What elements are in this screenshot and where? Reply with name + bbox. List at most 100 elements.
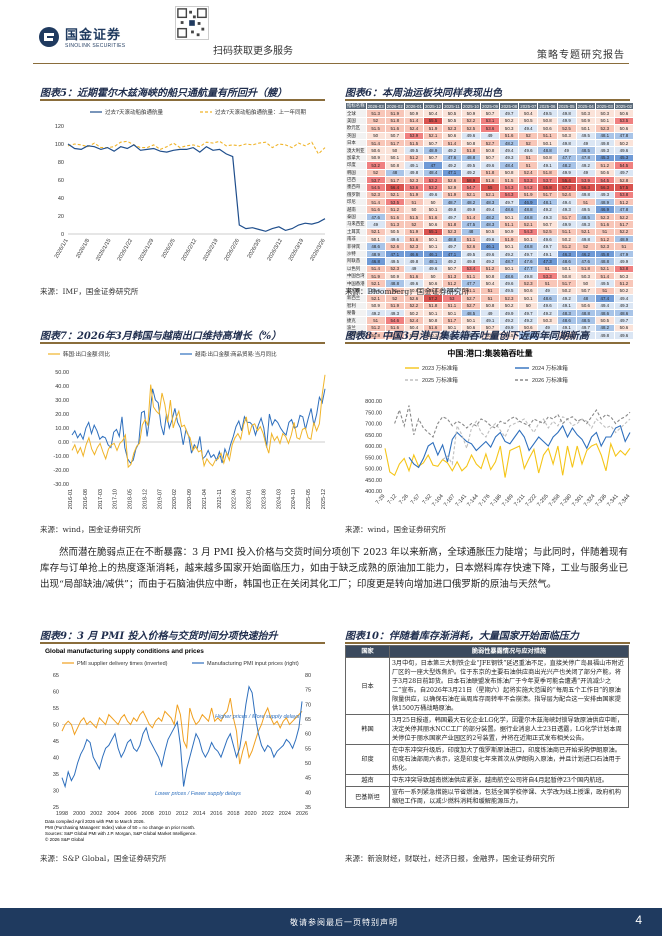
fig8-xtick: 7-324	[583, 493, 597, 508]
fig6-value-cell: 49.2	[442, 257, 462, 266]
fig9-ytick-right: 45	[305, 776, 311, 782]
fig9-title-underline	[40, 642, 325, 644]
fig6-value-cell: 48.1	[537, 198, 558, 207]
fig9-xtick: 2002	[90, 811, 102, 817]
fig6-value-cell: 50	[422, 271, 444, 281]
fig6-value-cell: 47.1	[442, 168, 462, 177]
fig6-table-row: 马来西亚 49 51.3 52 50.6 51.8 47.5 48.3 51.1 52.1 50.7…	[345, 220, 635, 229]
fig6-value-cell: 50	[518, 301, 539, 310]
fig6-value-cell: 53.7	[537, 175, 558, 185]
fig8-ytick: 600.00	[365, 444, 382, 450]
fig9-chart-title: Global manufacturing supply conditions a…	[45, 648, 204, 655]
fig6-value-cell: 51.1	[442, 301, 462, 310]
fig6-value-cell: 46.6	[403, 249, 424, 259]
fig6-table-row: 秘鲁 49.2 49.3 50.2 50.1 50.1 48.5 49 49.9 49.7 49.2…	[345, 308, 635, 318]
fig6-value-cell: 50.2	[499, 116, 520, 126]
fig6-value-cell: 52.2	[403, 301, 424, 310]
fig6-value-cell: 51.4	[365, 138, 386, 148]
fig5-ytick: 120	[55, 124, 64, 130]
fig8-legend-entry: 2025 万标准箱	[422, 376, 458, 384]
fig5-ytick: 80	[58, 160, 64, 166]
fig6-value-cell: 52.4	[518, 168, 539, 177]
fig6-value-cell: 49.5	[384, 257, 405, 266]
fig6-value-cell: 49.2	[556, 294, 577, 303]
fig5-ytick: 0	[61, 232, 64, 238]
fig6-value-cell: 50.1	[518, 235, 539, 244]
fig6-value-cell: 46.8	[365, 257, 386, 266]
fig8-xtick: 7-12	[387, 493, 399, 505]
fig6-value-cell: 50.8	[499, 168, 520, 177]
fig6-value-cell: 50.8	[479, 271, 501, 281]
fig6-value-cell: 50.7	[479, 153, 501, 163]
fig6-value-cell: 49.6	[384, 235, 405, 244]
fig6-value-cell: 51.9	[499, 235, 520, 244]
fig6-value-cell: 49.2	[442, 146, 462, 155]
fig6-value-cell: 51.9	[518, 190, 539, 200]
fig6-value-cell: 52.3	[594, 212, 615, 222]
fig6-value-cell: 49.5	[460, 161, 482, 170]
fig7-xtick: 2019-07	[157, 489, 163, 509]
fig6-value-cell: 51.4	[460, 212, 482, 222]
fig6-value-cell: 50.6	[365, 146, 386, 155]
fig6-value-cell: 50.1	[537, 138, 558, 148]
fig6-value-cell: 49.8	[594, 331, 615, 340]
fig6-row-label: 加拿大	[345, 153, 367, 163]
fig8-xtick: 7-52	[422, 493, 434, 505]
fig7-xtick: 2020-02	[172, 489, 178, 509]
fig6-header-cell: 2025-08	[499, 101, 520, 111]
fig7-xtick: 2016-01	[68, 489, 74, 509]
fig6-header-cell: 2026-03	[365, 101, 386, 111]
fig9-xtick: 2026	[296, 811, 308, 817]
fig6-value-cell: 49.3	[537, 212, 558, 222]
fig6-value-cell: 46.1	[479, 242, 501, 251]
fig6-value-cell: 51.2	[594, 161, 615, 170]
fig8-xtick: 7-336	[595, 493, 609, 508]
fig9-ytick-left: 50	[53, 723, 59, 729]
qr-code-icon[interactable]	[175, 6, 209, 40]
fig6-value-cell: 47.8	[613, 205, 635, 214]
fig6-value-cell: 48.5	[575, 316, 596, 325]
fig6-value-cell: 49.2	[537, 308, 558, 318]
fig6-value-cell: 50.8	[479, 301, 501, 310]
fig6-value-cell: 51.8	[422, 301, 444, 310]
fig6-table-row: 印尼 51.4 53.5 51 50 48.7 48.2 48.3 49.7 46.9 48.1 49…	[345, 198, 635, 207]
fig6-value-cell: 47.7	[518, 264, 539, 274]
fig6-value-cell: 50	[365, 131, 386, 140]
fig6-value-cell: 51.6	[479, 175, 501, 185]
fig6-value-cell: 49.4	[518, 124, 539, 133]
fig6-value-cell: 49.7	[442, 212, 462, 222]
fig10-country-cell: 巴基斯坦	[345, 786, 390, 808]
fig6-value-cell: 54.6	[384, 316, 405, 325]
fig6-value-cell: 49.6	[613, 331, 635, 340]
fig10-title: 图表10：伴随着库存渐消耗，大量国家开始面临压力	[345, 631, 579, 642]
fig6-value-cell: 52.3	[403, 242, 424, 251]
fig6-value-cell: 47.9	[613, 249, 635, 259]
fig9-ytick-right: 60	[305, 732, 311, 738]
fig6-value-cell: 49	[575, 168, 596, 177]
fig8-xtick: 7-29	[375, 493, 387, 505]
fig6-value-cell: 50.3	[613, 271, 635, 281]
fig7-ytick: -20.00	[53, 468, 69, 474]
fig6-value-cell: 51.8	[537, 168, 558, 177]
fig6-value-cell: 53.8	[613, 190, 635, 200]
fig6-value-cell: 49.1	[556, 301, 577, 310]
fig6-table-row: 菲律宾 48.6 52.6 52.3 50.1 49.7 52.6 46.1 50.1 48.8 4…	[345, 242, 635, 251]
fig6-row-label: 印度	[345, 161, 367, 170]
fig7-ytick: -30.00	[53, 482, 69, 488]
fig6-value-cell: 51.4	[594, 271, 615, 281]
fig6-value-cell: 51.2	[613, 279, 635, 288]
footer-disclaimer[interactable]: 敬请参阅最后一页特别声明	[290, 918, 398, 927]
fig6-row-label: 印尼	[345, 198, 367, 207]
fig6-value-cell: 49	[575, 138, 596, 148]
fig6-value-cell: 51.9	[365, 271, 386, 281]
fig6-header-cell: 2025-11	[442, 101, 462, 111]
fig6-value-cell: 51.4	[365, 198, 386, 207]
fig5-xtick: 2026/3/5	[247, 238, 263, 260]
fig6-value-cell: 52.3	[442, 227, 462, 237]
fig6-value-cell: 49.6	[499, 279, 520, 288]
fig6-value-cell: 52.3	[365, 190, 386, 200]
fig6-value-cell: 51	[537, 264, 558, 274]
fig6-value-cell: 50.1	[499, 264, 520, 274]
fig6-value-cell: 47.6	[442, 153, 462, 163]
fig10-country-cell: 越南	[345, 774, 390, 787]
